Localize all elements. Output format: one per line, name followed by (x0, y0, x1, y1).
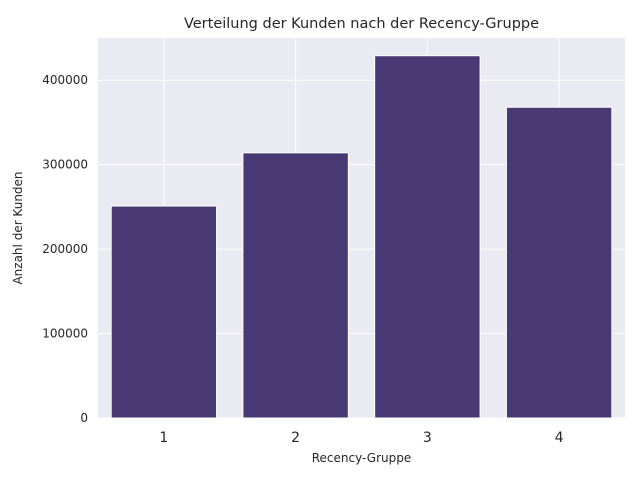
bar-1 (110, 205, 218, 419)
x-tick-label: 2 (291, 430, 300, 446)
bar-3 (374, 55, 481, 419)
y-tick-label: 400000 (42, 73, 88, 87)
x-tick-labels: 1 2 3 4 (159, 430, 563, 446)
y-tick-labels: 0 100000 200000 300000 400000 (42, 73, 88, 425)
bar-2 (242, 152, 349, 419)
x-tick-label: 3 (423, 430, 432, 446)
y-tick-label: 100000 (42, 327, 88, 341)
y-tick-label: 200000 (42, 242, 88, 256)
x-axis-label: Recency-Gruppe (312, 451, 411, 465)
y-tick-label: 300000 (42, 158, 88, 172)
x-tick-label: 4 (555, 430, 564, 446)
chart-title: Verteilung der Kunden nach der Recency-G… (184, 16, 539, 32)
x-tick-label: 1 (159, 430, 168, 446)
y-axis-label: Anzahl der Kunden (11, 171, 25, 284)
bars (110, 55, 613, 419)
bar-4 (505, 106, 613, 419)
y-tick-label: 0 (80, 411, 88, 425)
